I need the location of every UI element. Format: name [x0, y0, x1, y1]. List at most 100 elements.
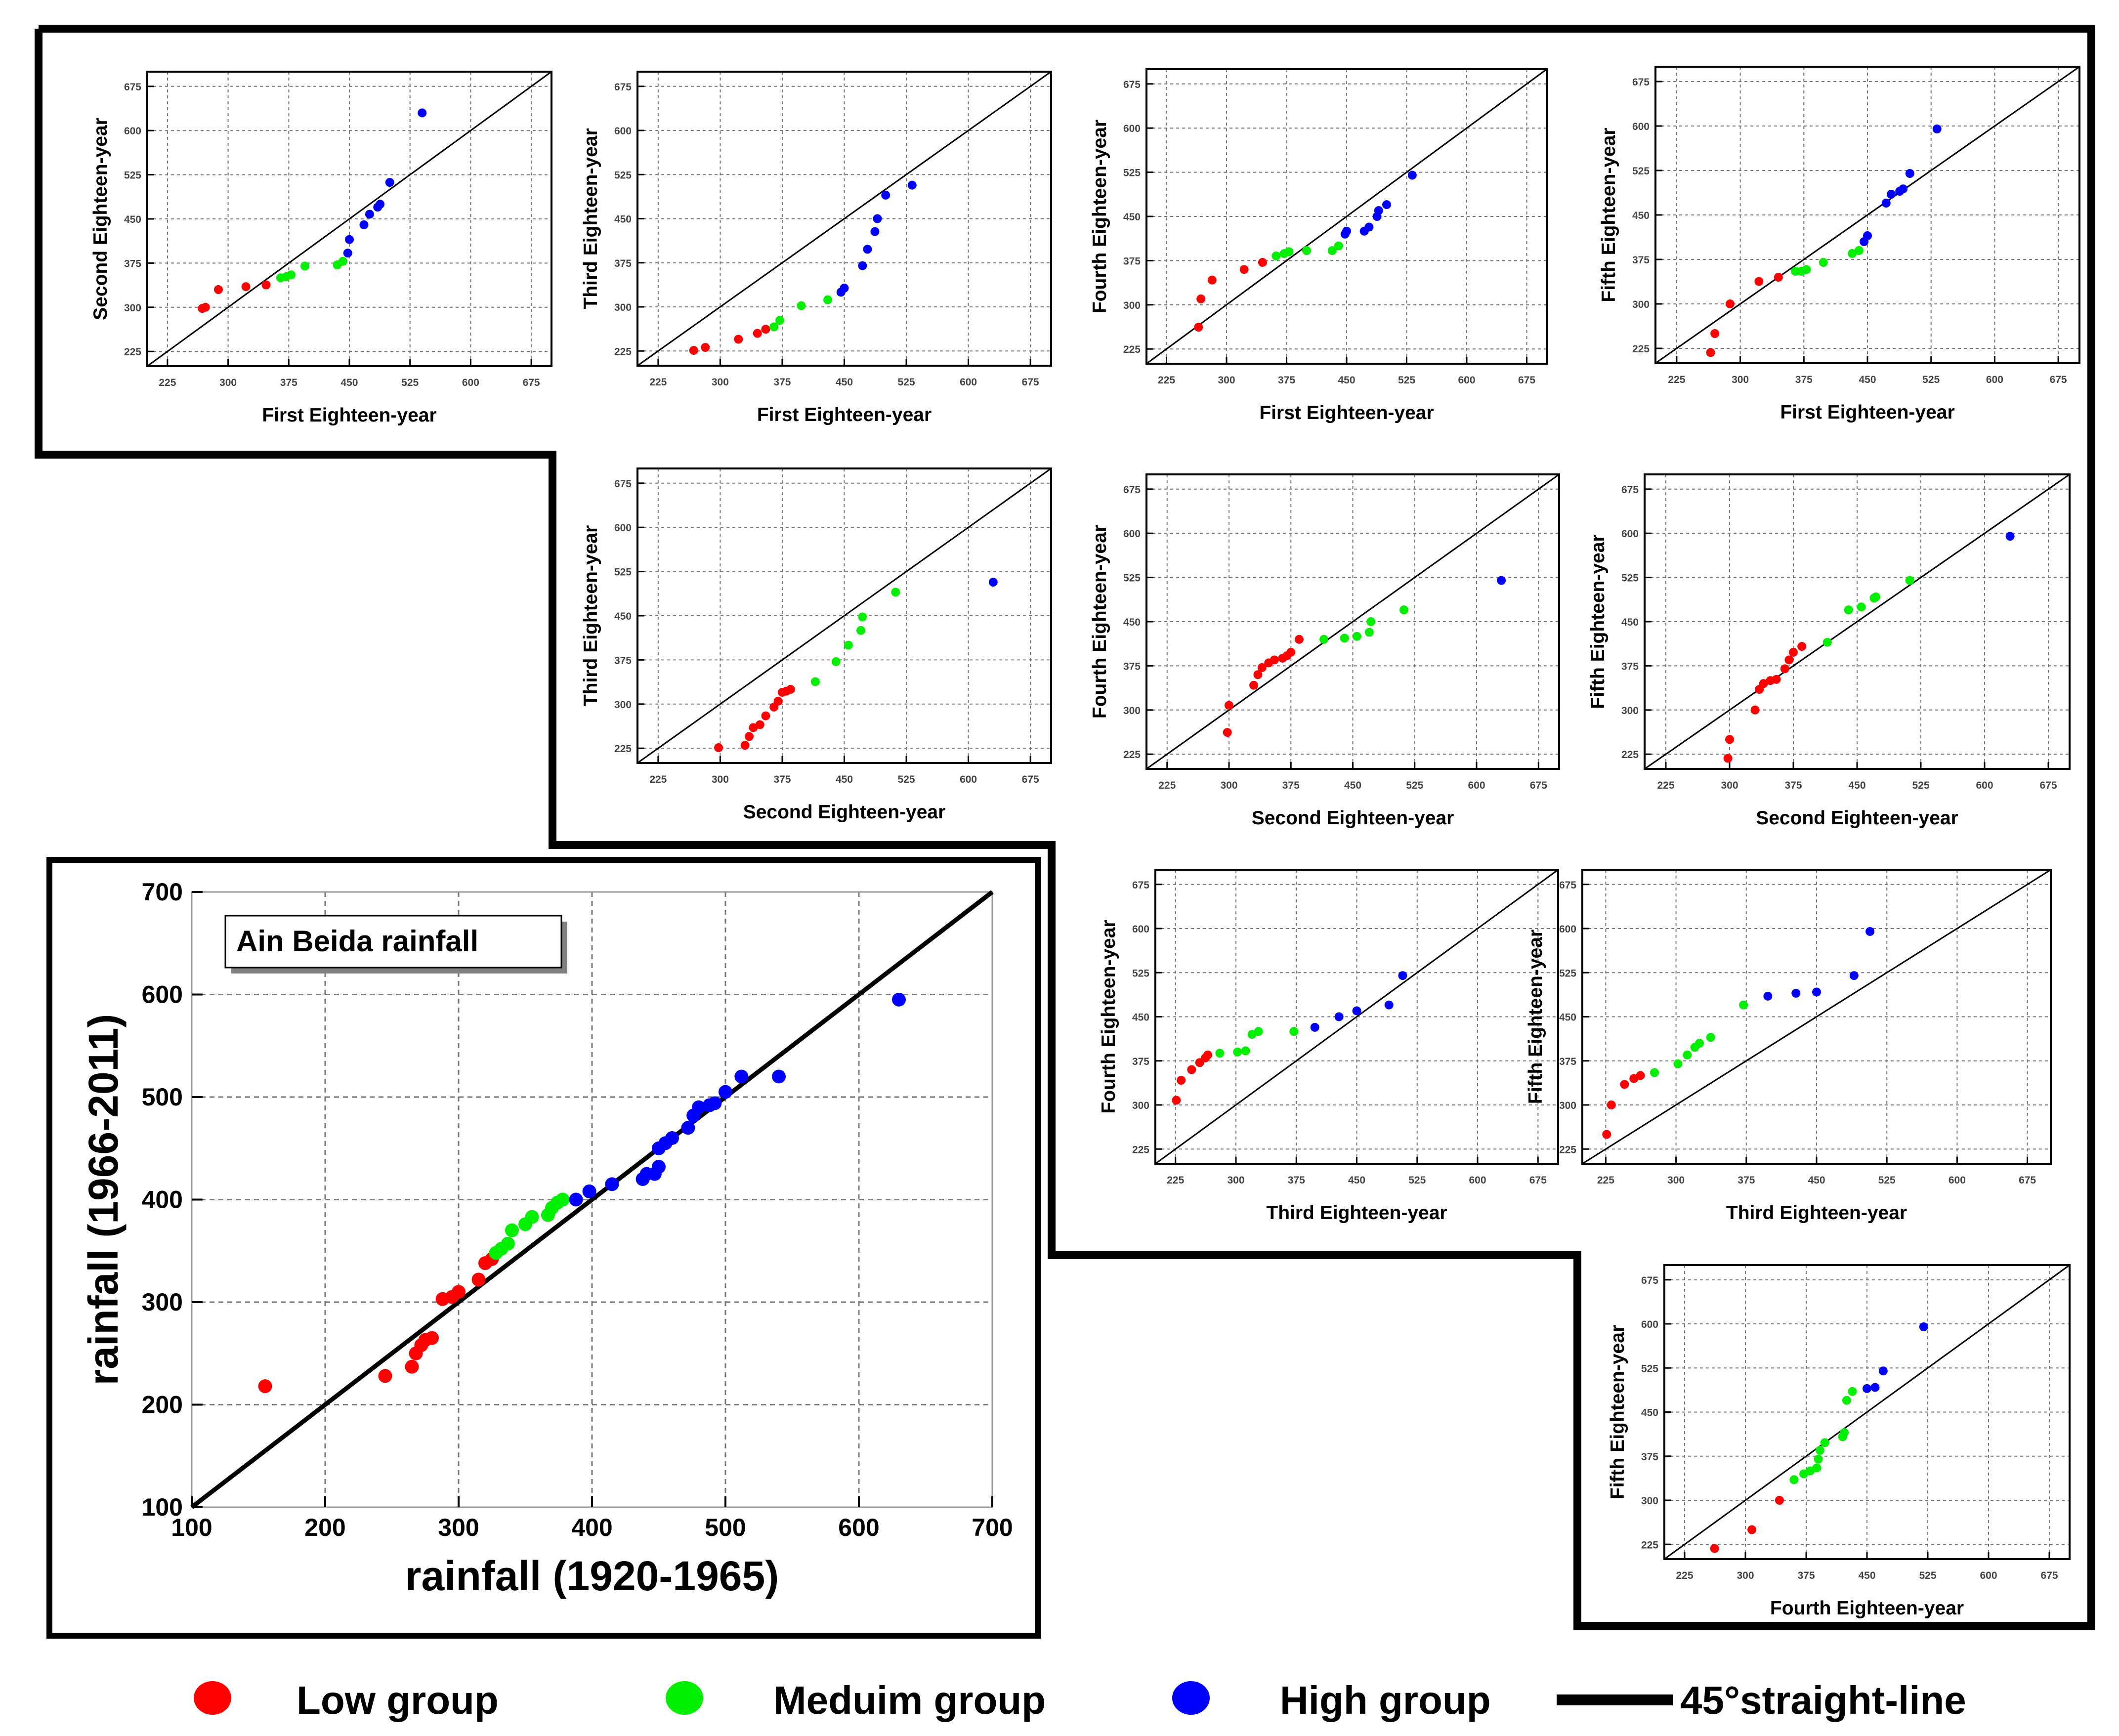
y-tick-label: 600 [1123, 123, 1141, 134]
y-tick-label: 375 [1641, 1451, 1658, 1463]
y-axis-label: Fourth Eighteen-year [1089, 525, 1110, 719]
data-point-low [1710, 329, 1720, 338]
x-tick-label: 375 [1795, 374, 1813, 385]
data-point-low [1747, 1525, 1757, 1534]
y-axis-label: Third Eighteen-year [580, 525, 601, 706]
data-point-high [1791, 988, 1801, 998]
data-point-low [1710, 1544, 1719, 1553]
data-point-high [1905, 169, 1914, 178]
data-point-high [569, 1192, 583, 1207]
data-point-low [1187, 1065, 1196, 1074]
x-tick-label: 450 [1808, 1175, 1825, 1186]
legend-label: 45°straight-line [1680, 1678, 1966, 1722]
data-point-high [1849, 971, 1859, 980]
y-tick-label: 225 [1132, 1144, 1149, 1155]
x-tick-label: 300 [1220, 780, 1237, 791]
y-tick-label: 525 [1123, 573, 1141, 584]
y-tick-label: 450 [1132, 1012, 1149, 1023]
data-point-medium [823, 295, 833, 304]
line-45 [1644, 473, 2070, 770]
data-point-low [1286, 647, 1296, 657]
data-point-low [1223, 728, 1232, 737]
y-tick-label: 450 [1641, 1407, 1658, 1419]
data-point-medium [1284, 247, 1294, 256]
y-tick-label: 375 [1132, 1056, 1149, 1067]
y-tick-label: 675 [1132, 880, 1149, 891]
data-point-high [881, 190, 890, 200]
data-point-low [740, 741, 750, 750]
data-point-low [1754, 277, 1764, 286]
data-point-low [201, 302, 210, 312]
data-point-high [1881, 199, 1891, 208]
data-point-low [1725, 735, 1734, 744]
data-point-medium [810, 677, 820, 686]
data-point-medium [1650, 1068, 1659, 1077]
chart-title: Ain Beida rainfall [236, 925, 478, 958]
data-point-medium [1789, 1475, 1799, 1484]
y-tick-label: 375 [1123, 255, 1141, 267]
line-45 [1146, 473, 1560, 770]
data-point-high [1887, 190, 1896, 199]
chart-p2-5: 225 225 300 300 375 375 450 450 525 525 600 600 675 6… [1587, 473, 2071, 829]
y-tick-label: 225 [614, 743, 632, 755]
y-tick-label: 225 [1123, 749, 1141, 761]
data-point-medium [891, 588, 900, 597]
data-point-high [1812, 987, 1821, 997]
y-tick-label: 600 [614, 126, 632, 137]
data-point-low [689, 346, 698, 355]
data-point-low [425, 1331, 439, 1345]
data-point-medium [1334, 241, 1343, 251]
y-tick-label: 375 [614, 258, 632, 269]
data-point-high [1763, 991, 1773, 1001]
x-tick-label: 450 [836, 377, 853, 388]
x-tick-label: 450 [1344, 780, 1361, 791]
data-point-high [1407, 170, 1417, 180]
data-point-high [652, 1160, 666, 1174]
data-point-high [1384, 1000, 1394, 1010]
x-tick-label: 300 [1218, 375, 1235, 386]
x-tick-label: 375 [1282, 780, 1300, 791]
y-tick-label: 300 [142, 1288, 183, 1316]
y-axis-label: rainfall (1966-2011) [80, 1014, 127, 1386]
data-point-low [1225, 701, 1233, 710]
line-45 [190, 890, 994, 1509]
x-axis-label: First Eighteen-year [1780, 402, 1954, 423]
y-tick-label: 600 [1621, 528, 1639, 540]
x-tick-label: 675 [2039, 780, 2057, 791]
data-point-low [1797, 642, 1807, 651]
data-point-medium [1233, 1047, 1242, 1057]
data-point-low [773, 696, 783, 706]
x-tick-label: 525 [898, 774, 915, 785]
chart-p1-4: 225 225 300 300 375 375 450 450 525 525 600 600 675 6… [1089, 68, 1548, 423]
x-axis-label: Second Eighteen-year [1252, 807, 1454, 829]
y-tick-label: 600 [1123, 528, 1141, 540]
y-tick-label: 300 [1621, 705, 1639, 717]
y-tick-label: 300 [1632, 299, 1650, 310]
y-tick-label: 300 [1123, 705, 1141, 717]
x-axis-label: First Eighteen-year [262, 405, 436, 426]
data-point-high [1899, 184, 1908, 194]
data-point-low [1294, 635, 1304, 644]
x-tick-label: 375 [773, 377, 791, 388]
y-tick-label: 675 [1559, 880, 1576, 891]
y-tick-label: 225 [1123, 344, 1141, 355]
data-point-medium [1854, 246, 1864, 255]
y-tick-label: 225 [1641, 1539, 1658, 1551]
x-tick-label: 225 [649, 774, 667, 785]
y-tick-label: 225 [1559, 1144, 1576, 1155]
data-point-medium [831, 657, 841, 666]
chart-p3-4: 225 225 300 300 375 375 450 450 525 525 600 600 675 6… [1098, 869, 1559, 1224]
chart-p4-5: 225 225 300 300 375 375 450 450 525 525 600 600 675 6… [1607, 1264, 2071, 1619]
data-point-high [719, 1085, 732, 1099]
data-point-low [701, 343, 710, 352]
x-tick-label: 600 [1986, 374, 2003, 385]
x-tick-label: 300 [1667, 1175, 1685, 1186]
data-point-low [1775, 1496, 1784, 1505]
y-axis-label: Fourth Eighteen-year [1089, 120, 1110, 313]
y-tick-label: 300 [1559, 1100, 1576, 1111]
data-point-low [452, 1285, 466, 1299]
legend-dot-icon [1172, 1681, 1210, 1715]
data-point-medium [1352, 632, 1361, 641]
data-point-low [1253, 670, 1263, 679]
